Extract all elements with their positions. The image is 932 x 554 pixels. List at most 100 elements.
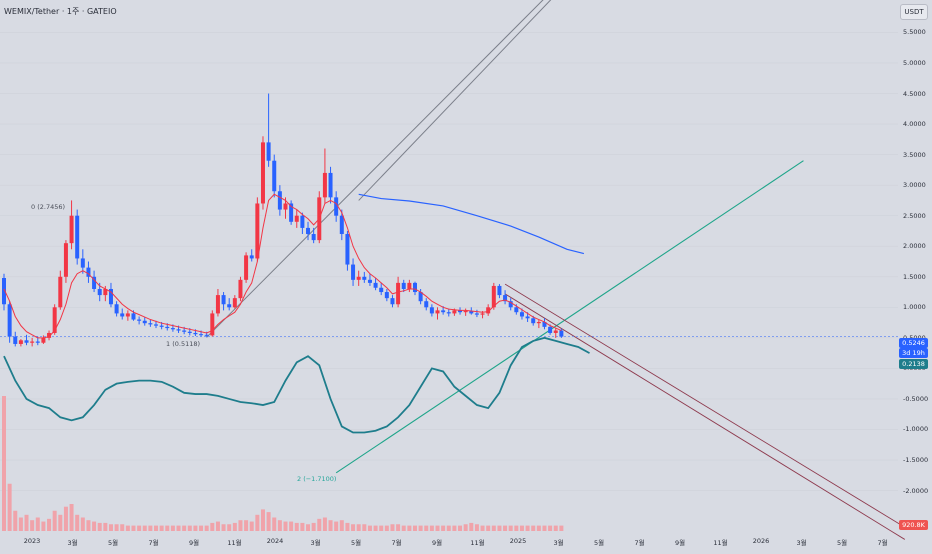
volume-bar: [379, 525, 384, 531]
volume-bar: [328, 520, 333, 531]
last-price-tag: 0.5246: [899, 338, 928, 348]
candle-body: [47, 332, 52, 338]
candle-body: [154, 324, 159, 326]
volume-bar: [463, 524, 468, 531]
volume-bar: [142, 525, 147, 531]
volume-bar: [176, 525, 181, 531]
volume-bar: [35, 517, 40, 531]
candle-body: [41, 337, 46, 343]
volume-bar: [210, 522, 215, 531]
candle-body: [446, 312, 451, 314]
candle-body: [384, 292, 389, 299]
candle-body: [7, 304, 12, 337]
volume-bar: [446, 525, 451, 531]
candle-body: [108, 288, 113, 305]
y-tick-label: 2.0000: [903, 242, 926, 251]
candle-body: [322, 172, 327, 198]
currency-button[interactable]: USDT: [900, 4, 928, 20]
candle-body: [170, 328, 175, 330]
candle-body: [491, 285, 496, 308]
volume-bar: [491, 525, 496, 531]
candle-body: [289, 203, 294, 222]
y-tick-label: -1.0000: [903, 425, 929, 434]
volume-bar: [131, 525, 136, 531]
y-tick-label: 4.0000: [903, 120, 926, 129]
volume-bar: [7, 483, 12, 531]
y-tick-label: 2.5000: [903, 211, 926, 220]
volume-bar: [503, 525, 508, 531]
volume-bar: [396, 524, 401, 531]
volume-bar: [215, 521, 220, 531]
candle-body: [306, 227, 311, 235]
candle-body: [260, 142, 265, 204]
candle-body: [187, 331, 192, 333]
candle-body: [429, 307, 434, 314]
candle-body: [97, 288, 102, 296]
volume-bar: [441, 525, 446, 531]
candle-body: [92, 276, 97, 289]
candle-body: [125, 313, 130, 317]
volume-bar: [165, 525, 170, 531]
candle-body: [435, 310, 440, 314]
candle-body: [199, 334, 204, 336]
volume-bar: [47, 518, 52, 531]
x-tick-label: 9월: [674, 539, 686, 547]
volume-bar: [429, 525, 434, 531]
volume-bar: [120, 524, 125, 531]
volume-bar: [277, 520, 282, 531]
volume-bar: [289, 521, 294, 531]
candle-body: [13, 336, 18, 344]
candle-body: [458, 310, 463, 313]
candle-body: [497, 285, 502, 296]
symbol-title: WEMIX/Tether · 1주 · GATEIO: [4, 7, 117, 16]
x-tick-label: 3월: [67, 539, 78, 547]
candle-body: [227, 304, 232, 308]
candle-body: [463, 310, 468, 313]
candle-body: [480, 313, 485, 315]
y-tick-label: 1.5000: [903, 272, 926, 281]
candle-body: [131, 313, 136, 320]
volume-bar: [187, 525, 192, 531]
x-tick-label: 7월: [148, 539, 159, 547]
volume-bar: [367, 525, 372, 531]
volume-bar: [199, 525, 204, 531]
volume-bar: [306, 524, 311, 531]
candle-body: [159, 325, 164, 327]
candle-body: [396, 282, 401, 305]
volume-bar: [401, 525, 406, 531]
candle-body: [514, 307, 519, 313]
volume-bar: [559, 525, 564, 531]
down-channel-line: [504, 283, 906, 528]
volume-bar: [86, 520, 91, 531]
candle-body: [486, 307, 491, 314]
volume-bar: [24, 514, 29, 531]
volume-bar: [322, 517, 327, 531]
fib-label-bottom: 1 (0.5118): [166, 340, 201, 348]
volume-bar: [407, 525, 412, 531]
volume-bar: [114, 524, 119, 531]
candle-body: [469, 310, 474, 314]
volume-bar: [362, 524, 367, 531]
volume-bar: [452, 525, 457, 531]
y-tick-label: 4.5000: [903, 89, 926, 98]
candle-body: [452, 310, 457, 314]
volume-bar: [514, 525, 519, 531]
candle-body: [412, 282, 417, 293]
candle-body: [18, 340, 23, 344]
x-tick-label: 3월: [553, 539, 564, 547]
volume-bar: [125, 525, 130, 531]
volume-bar: [244, 520, 249, 531]
volume-bar: [227, 524, 232, 531]
candle-body: [120, 313, 125, 317]
candle-body: [272, 160, 277, 192]
candle-body: [351, 264, 356, 280]
candle-body: [35, 341, 40, 343]
y-tick-label: 0.5000: [903, 334, 926, 342]
volume-bar: [458, 525, 463, 531]
candle-body: [345, 234, 350, 265]
candle-body: [283, 203, 288, 210]
volume-bar: [525, 525, 530, 531]
y-tick-label: 5.5000: [903, 28, 926, 37]
